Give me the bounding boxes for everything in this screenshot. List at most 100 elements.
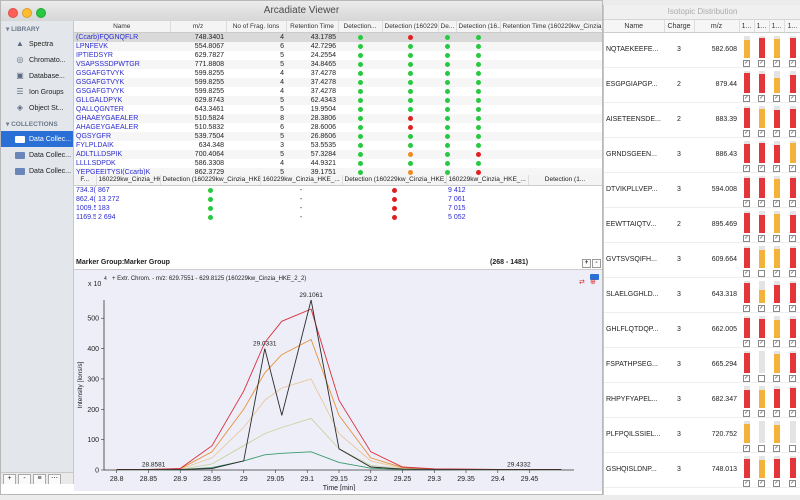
fragment-column-header[interactable]: F... xyxy=(74,175,97,186)
isotope-checkbox[interactable]: ✓ xyxy=(789,270,796,277)
isotope-checkbox[interactable]: ✓ xyxy=(773,445,780,452)
collections-header[interactable]: ▾ COLLECTIONS xyxy=(6,121,58,128)
isotopic-column-header[interactable]: Name xyxy=(604,20,665,33)
fragment-row[interactable]: 1169.5 2 694 - 5 052 xyxy=(74,213,602,222)
table-row[interactable]: GSGAFGTVYK 599.8255 4 37.4278 xyxy=(74,69,602,78)
isotope-checkbox[interactable]: ✓ xyxy=(773,410,780,417)
fragment-column-header[interactable]: Detection (1... xyxy=(528,175,602,186)
isotope-checkbox[interactable]: ✓ xyxy=(773,270,780,277)
isotope-checkbox[interactable]: ✓ xyxy=(758,60,765,67)
fragment-column-header[interactable]: 160229kw_Cinzia_HKE_... xyxy=(446,175,529,186)
isotope-checkbox[interactable]: ✓ xyxy=(789,375,796,382)
sidebar-item-database-[interactable]: ▣ Database... xyxy=(1,68,73,84)
fragment-row[interactable]: 734.3(867 - 9 412 xyxy=(74,186,602,196)
table-row[interactable]: LLLLSDPDK 586.3308 4 44.9321 xyxy=(74,159,602,168)
sidebar-item-chromato-[interactable]: ◎ Chromato... xyxy=(1,52,73,68)
isotope-checkbox[interactable]: ✓ xyxy=(773,480,780,487)
sidebar-item-object-st-[interactable]: ◈ Object St... xyxy=(1,100,73,116)
isotope-checkbox[interactable] xyxy=(758,375,765,382)
isotopic-row[interactable]: AISETEENSDE... 2 883.39 ✓ ✓ ✓ ✓ xyxy=(604,102,800,138)
isotope-checkbox[interactable] xyxy=(758,270,765,277)
isotope-checkbox[interactable]: ✓ xyxy=(789,95,796,102)
isotopic-row[interactable]: GHLFLQTDQP... 3 662.005 ✓ ✓ ✓ ✓ xyxy=(604,312,800,348)
isotope-checkbox[interactable]: ✓ xyxy=(743,445,750,452)
isotopic-column-header[interactable]: 1... xyxy=(769,20,785,33)
isotope-checkbox[interactable]: ✓ xyxy=(758,95,765,102)
isotopic-column-header[interactable]: 1... xyxy=(754,20,770,33)
isotope-checkbox[interactable]: ✓ xyxy=(773,60,780,67)
chromatogram-chart[interactable]: 28.8 28.85 28.9 28.95 29 29.05 29.1 29.15 29.2 29… xyxy=(74,270,602,491)
isotope-checkbox[interactable]: ✓ xyxy=(789,200,796,207)
sidebar-footer-button[interactable]: - xyxy=(18,474,31,484)
isotope-checkbox[interactable]: ✓ xyxy=(758,410,765,417)
isotope-checkbox[interactable]: ✓ xyxy=(743,480,750,487)
isotope-checkbox[interactable]: ✓ xyxy=(789,340,796,347)
isotopic-row[interactable]: EEWTTAIQTV... 2 895.469 ✓ ✓ ✓ ✓ xyxy=(604,207,800,243)
fragment-column-header[interactable]: 160229kw_Cinzia_HKE_... xyxy=(96,175,161,186)
column-header[interactable]: Retention Time xyxy=(286,21,339,33)
add-marker-button[interactable]: + xyxy=(582,259,591,268)
isotope-checkbox[interactable]: ✓ xyxy=(773,340,780,347)
isotope-checkbox[interactable]: ✓ xyxy=(743,270,750,277)
table-row[interactable]: GHAAEYGAEALER 510.5824 8 28.3806 xyxy=(74,114,602,123)
table-row[interactable]: GLLGALDPYK 629.8743 5 62.4343 xyxy=(74,96,602,105)
fragment-row[interactable]: 1009.5 183 - 7 015 xyxy=(74,204,602,213)
isotope-checkbox[interactable]: ✓ xyxy=(773,165,780,172)
table-row[interactable]: VSAPSSSDPWTGR 771.8808 5 34.8465 xyxy=(74,60,602,69)
isotope-checkbox[interactable]: ✓ xyxy=(743,165,750,172)
isotopic-column-header[interactable]: 1... xyxy=(739,20,755,33)
minimize-window-button[interactable] xyxy=(22,8,32,18)
isotope-checkbox[interactable]: ✓ xyxy=(789,235,796,242)
isotope-checkbox[interactable] xyxy=(789,445,796,452)
table-row[interactable]: GSGAFGTVYK 599.8255 4 37.4278 xyxy=(74,87,602,96)
isotope-checkbox[interactable]: ✓ xyxy=(758,235,765,242)
isotopic-column-header[interactable]: 1... xyxy=(784,20,800,33)
table-row[interactable]: AHAGEYGAEALER 510.5832 6 28.6006 xyxy=(74,123,602,132)
isotopic-row[interactable]: SLAELGGHLD... 3 643.318 ✓ ✓ ✓ ✓ xyxy=(604,277,800,313)
fragment-column-header[interactable]: Detection (160229kw_Cinzia_HKE_... xyxy=(342,175,447,186)
isotope-checkbox[interactable]: ✓ xyxy=(743,235,750,242)
column-header[interactable]: Name xyxy=(74,21,171,33)
column-header[interactable]: Detection... xyxy=(338,21,383,33)
isotope-checkbox[interactable]: ✓ xyxy=(789,480,796,487)
isotope-checkbox[interactable]: ✓ xyxy=(758,130,765,137)
isotope-checkbox[interactable]: ✓ xyxy=(773,305,780,312)
fragment-row[interactable]: 862.4(13 272 - 7 061 xyxy=(74,195,602,204)
isotope-checkbox[interactable]: ✓ xyxy=(743,410,750,417)
export-icon[interactable]: ⇄ xyxy=(579,279,585,286)
isotopic-column-header[interactable]: m/z xyxy=(694,20,740,33)
isotope-checkbox[interactable]: ✓ xyxy=(758,480,765,487)
isotopic-row[interactable]: FSPATHPSEG... 3 665.294 ✓ ✓ ✓ xyxy=(604,347,800,383)
isotopic-column-header[interactable]: Charge xyxy=(664,20,695,33)
column-header[interactable]: Detection (160229... xyxy=(382,21,439,33)
isotopic-row[interactable]: NQTAEKEEFE... 3 582.608 ✓ ✓ ✓ ✓ xyxy=(604,32,800,68)
table-row[interactable]: ADLTLLDSPIK 700.4064 5 57.3284 xyxy=(74,150,602,159)
isotope-checkbox[interactable]: ✓ xyxy=(743,305,750,312)
column-header[interactable]: m/z xyxy=(170,21,227,33)
isotope-checkbox[interactable]: ✓ xyxy=(789,130,796,137)
sidebar-footer-button[interactable]: ≡ xyxy=(33,474,46,484)
close-window-button[interactable] xyxy=(8,8,18,18)
isotopic-row[interactable]: PLFPQILSSIEL... 3 720.752 ✓ ✓ xyxy=(604,417,800,453)
table-row[interactable]: FYLPLDAIK 634.348 3 53.5535 xyxy=(74,141,602,150)
isotope-checkbox[interactable]: ✓ xyxy=(758,165,765,172)
zoom-window-button[interactable] xyxy=(36,8,46,18)
table-row[interactable]: GSGAFGTVYK 599.8255 4 37.4278 xyxy=(74,78,602,87)
chart-menu-icon[interactable] xyxy=(590,274,599,280)
isotope-checkbox[interactable]: ✓ xyxy=(773,235,780,242)
isotopic-row[interactable]: GSHQISLDNP... 3 748.013 ✓ ✓ ✓ ✓ xyxy=(604,452,800,488)
collection-item[interactable]: Data Collec... xyxy=(1,131,73,147)
isotope-checkbox[interactable]: ✓ xyxy=(758,200,765,207)
isotopic-row[interactable]: DTVIKPLLVEP... 3 594.008 ✓ ✓ ✓ ✓ xyxy=(604,172,800,208)
sidebar-footer-button[interactable]: ⋯ xyxy=(48,474,61,484)
isotope-checkbox[interactable]: ✓ xyxy=(743,95,750,102)
isotope-checkbox[interactable]: ✓ xyxy=(773,130,780,137)
table-row[interactable]: (Ccarb)FQGNQFLR 748.3401 4 43.1785 xyxy=(74,32,602,42)
isotope-checkbox[interactable]: ✓ xyxy=(743,130,750,137)
column-header[interactable]: Detection (16... xyxy=(456,21,501,33)
column-header[interactable]: Retention Time (160229kw_Cinzia_HKE_2_1) xyxy=(500,21,602,33)
isotopic-row[interactable]: GRNDSGEEN... 3 886.43 ✓ ✓ ✓ ✓ xyxy=(604,137,800,173)
isotope-checkbox[interactable]: ✓ xyxy=(789,165,796,172)
column-header[interactable]: No of Frag. Ions xyxy=(226,21,287,33)
zoom-reset-icon[interactable]: ⊕ xyxy=(590,279,596,286)
